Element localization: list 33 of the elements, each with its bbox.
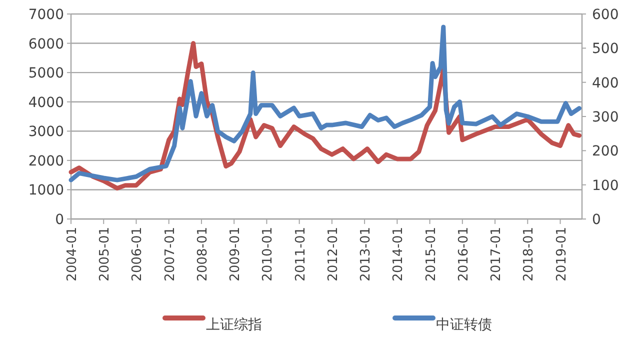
x-tick-label: 2009-01 <box>228 227 244 282</box>
x-tick-label: 2015-01 <box>424 227 439 282</box>
y2-tick-label: 500 <box>592 41 619 58</box>
x-tick-label: 2011-01 <box>293 227 308 282</box>
x-tick-label: 2018-01 <box>522 227 537 282</box>
y-tick-label: 5000 <box>28 66 64 82</box>
x-tick-label: 2005-01 <box>98 227 113 282</box>
x-tick-label: 2017-01 <box>489 227 504 282</box>
x-tick-label: 2016-01 <box>456 227 472 282</box>
legend-label: 上证综指 <box>206 317 262 333</box>
y-tick-label: 7000 <box>28 7 64 23</box>
y2-tick-label: 200 <box>592 144 619 160</box>
y-tick-label: 0 <box>55 212 64 228</box>
x-tick-label: 2012-01 <box>326 227 341 282</box>
x-tick-label: 2006-01 <box>130 227 146 282</box>
x-tick-label: 2010-01 <box>260 227 276 282</box>
x-tick-label: 2013-01 <box>358 227 374 282</box>
y-tick-label: 2000 <box>28 153 64 170</box>
y2-tick-label: 600 <box>592 7 619 23</box>
legend-label: 中证转债 <box>436 317 492 333</box>
y2-tick-label: 400 <box>592 75 619 92</box>
y2-tick-label: 0 <box>592 212 601 228</box>
y-tick-label: 4000 <box>28 94 64 111</box>
x-tick-label: 2004-01 <box>65 227 80 282</box>
y2-tick-label: 300 <box>592 110 619 126</box>
y2-tick-label: 100 <box>592 178 619 194</box>
x-tick-label: 2008-01 <box>195 227 210 282</box>
y-tick-label: 6000 <box>28 36 64 52</box>
y-tick-label: 3000 <box>28 124 64 140</box>
x-tick-label: 2014-01 <box>391 227 406 282</box>
x-tick-label: 2019-01 <box>554 227 570 282</box>
y-tick-label: 1000 <box>28 182 64 199</box>
x-tick-label: 2007-01 <box>162 227 178 282</box>
